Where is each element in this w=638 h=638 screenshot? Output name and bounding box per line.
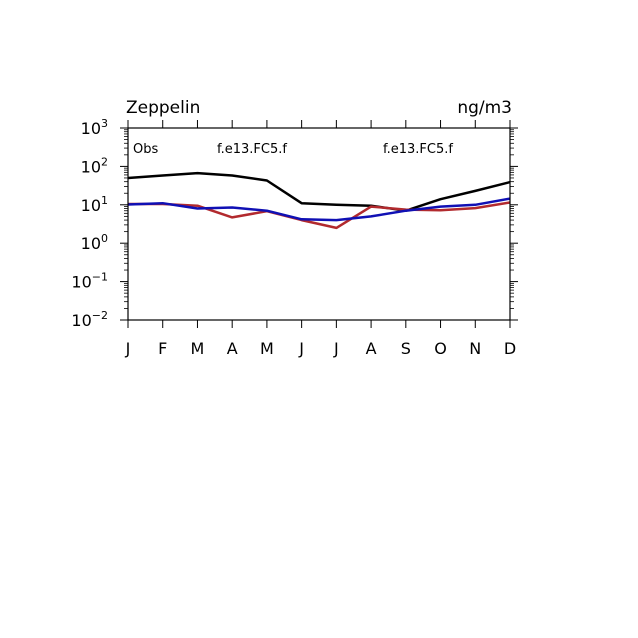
x-tick-label: A bbox=[366, 339, 377, 358]
series-line-2 bbox=[128, 201, 511, 230]
legend-entry-1: Obs bbox=[133, 142, 158, 157]
chart-title: Zeppelin bbox=[126, 98, 200, 118]
x-tick-label: F bbox=[158, 339, 167, 358]
x-tick-label: J bbox=[125, 339, 131, 358]
x-tick-label: O bbox=[434, 339, 447, 358]
y-tick-label: 101 bbox=[81, 194, 108, 215]
series-line-1 bbox=[127, 171, 511, 212]
series-line-3 bbox=[127, 197, 511, 222]
x-tick-label: N bbox=[469, 339, 481, 358]
plot-frame bbox=[127, 127, 511, 321]
chart-units: ng/m3 bbox=[457, 98, 512, 118]
y-tick-label: 100 bbox=[81, 232, 108, 253]
x-tick-label: S bbox=[401, 339, 411, 358]
x-tick-label: D bbox=[504, 339, 516, 358]
axis-ticks bbox=[120, 120, 518, 328]
x-tick-label: M bbox=[260, 339, 274, 358]
y-tick-label: 102 bbox=[81, 155, 108, 176]
legend-entry-2: f.e13.FC5.f bbox=[217, 142, 287, 157]
y-tick-labels: 10−2 10−1 100 101 102 103 bbox=[71, 117, 108, 330]
y-tick-label: 10−2 bbox=[71, 309, 108, 330]
x-tick-label: J bbox=[298, 339, 304, 358]
series-group bbox=[127, 171, 511, 230]
legend: Obs f.e13.FC5.f f.e13.FC5.f bbox=[133, 142, 453, 157]
x-tick-label: J bbox=[333, 339, 339, 358]
y-tick-label: 10−1 bbox=[71, 271, 108, 292]
x-tick-label: A bbox=[227, 339, 238, 358]
y-tick-label: 103 bbox=[81, 117, 108, 138]
legend-entry-3: f.e13.FC5.f bbox=[383, 142, 453, 157]
x-tick-label: M bbox=[191, 339, 205, 358]
